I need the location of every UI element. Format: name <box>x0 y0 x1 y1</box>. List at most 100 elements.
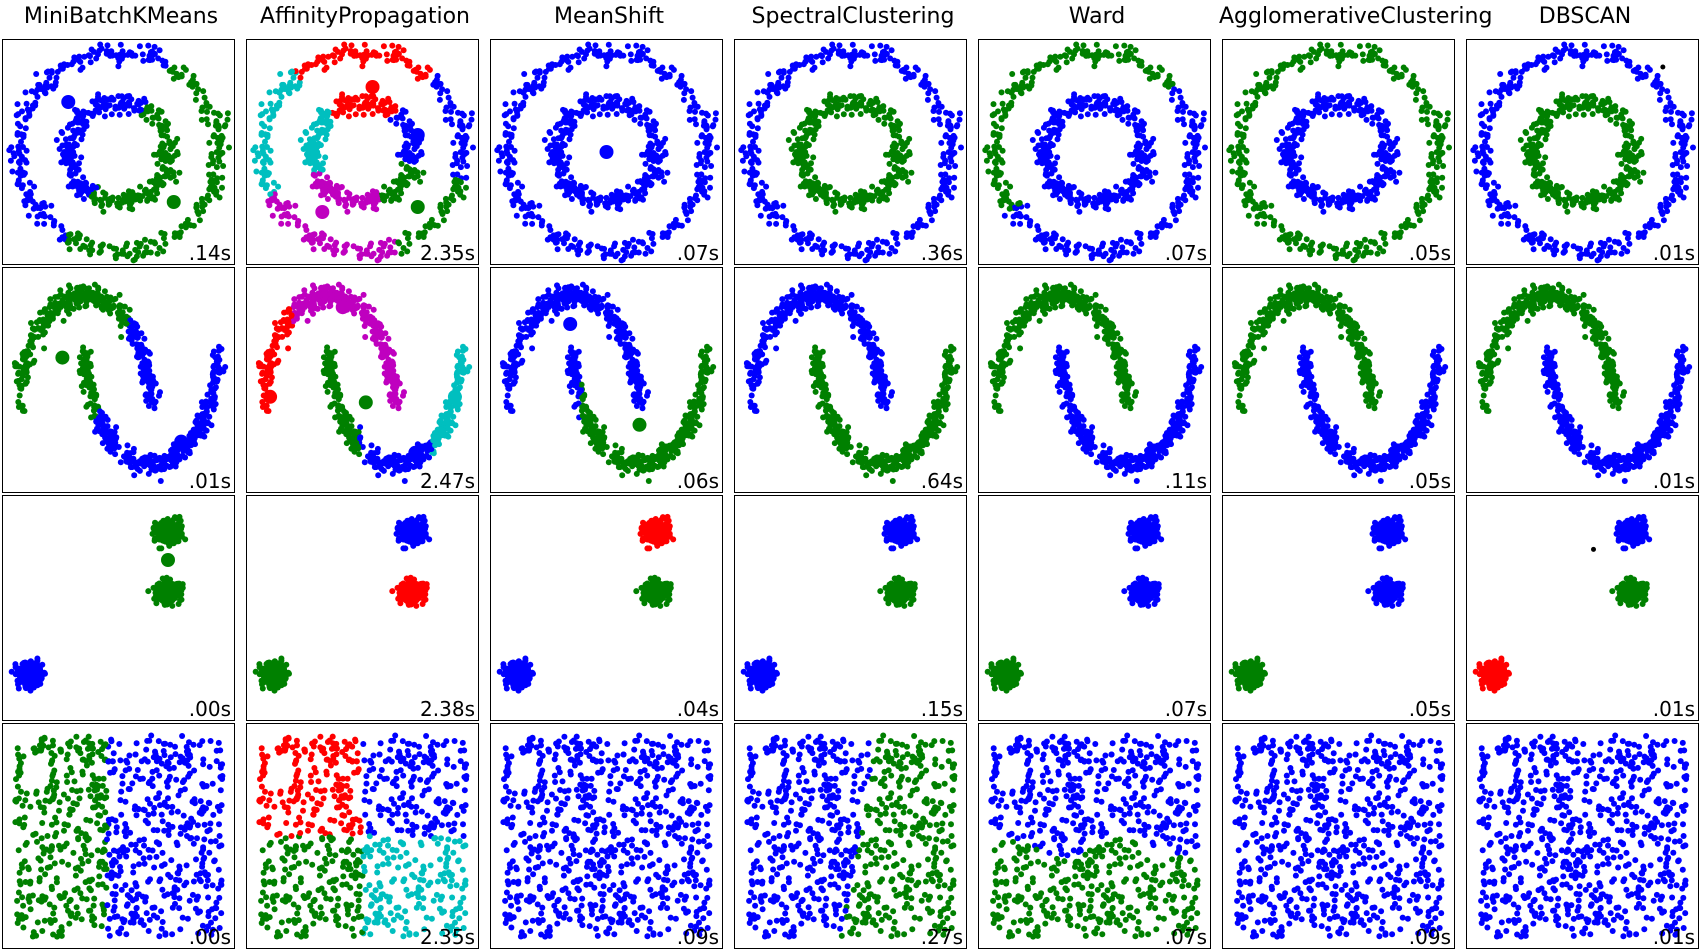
data-point <box>639 43 646 50</box>
data-point <box>156 148 163 155</box>
data-point <box>897 120 903 127</box>
data-point <box>360 111 367 118</box>
data-point <box>1181 192 1187 199</box>
data-point <box>144 196 151 203</box>
data-point <box>1541 246 1548 252</box>
data-point <box>559 54 566 61</box>
data-point <box>591 50 598 57</box>
data-point <box>1111 97 1118 104</box>
data-point <box>1321 113 1328 120</box>
data-point <box>1268 202 1275 209</box>
data-point <box>1683 184 1689 191</box>
data-point <box>1254 220 1261 227</box>
data-point <box>499 153 506 160</box>
data-point <box>766 220 773 227</box>
data-point <box>1425 121 1431 128</box>
data-point <box>25 212 32 219</box>
data-point <box>266 89 273 96</box>
data-point <box>60 62 67 69</box>
data-point <box>535 214 542 221</box>
data-point <box>1345 111 1352 117</box>
data-point <box>1130 250 1137 257</box>
data-point <box>752 144 758 150</box>
data-point <box>597 194 604 201</box>
data-point <box>849 41 856 48</box>
data-point <box>433 83 440 90</box>
data-point <box>1487 147 1494 154</box>
data-point <box>825 97 832 104</box>
data-point <box>266 115 273 122</box>
data-point <box>129 206 136 213</box>
data-point <box>165 120 171 127</box>
data-point <box>1147 64 1154 71</box>
data-point <box>707 174 714 181</box>
data-point <box>1357 240 1364 247</box>
data-point <box>791 227 798 233</box>
data-point <box>1356 43 1363 50</box>
data-point <box>710 122 717 129</box>
data-point <box>812 174 819 181</box>
data-point <box>292 202 299 209</box>
data-point <box>810 136 817 143</box>
data-point <box>1002 179 1009 186</box>
data-point <box>1363 244 1370 251</box>
data-point <box>581 55 588 62</box>
data-point <box>774 90 781 97</box>
data-point <box>208 151 215 157</box>
data-point <box>359 63 366 70</box>
data-point <box>204 108 210 115</box>
data-point <box>1359 51 1366 58</box>
data-point <box>216 144 223 151</box>
data-point <box>694 139 701 146</box>
data-point <box>917 221 924 228</box>
data-point <box>93 97 100 104</box>
data-point <box>791 130 798 136</box>
data-point <box>1244 196 1251 203</box>
data-point <box>1177 201 1184 208</box>
data-point <box>284 210 291 217</box>
data-point <box>278 93 285 100</box>
data-point <box>196 217 203 224</box>
data-point <box>1376 245 1383 251</box>
data-point <box>1231 153 1238 160</box>
data-point <box>888 47 895 54</box>
data-point <box>832 208 839 215</box>
data-point <box>1125 120 1132 127</box>
data-point <box>939 178 946 185</box>
data-point <box>94 102 101 109</box>
data-point <box>1238 138 1244 145</box>
data-point <box>1308 186 1315 193</box>
data-point <box>1279 130 1286 136</box>
data-point <box>1486 89 1493 96</box>
data-point <box>1234 101 1241 108</box>
data-point <box>156 47 163 54</box>
data-point <box>1250 205 1257 212</box>
data-point <box>1229 168 1236 175</box>
data-point <box>72 170 79 177</box>
data-point <box>1053 58 1060 65</box>
data-point <box>178 71 185 78</box>
data-point <box>1341 198 1348 205</box>
data-point <box>592 42 599 49</box>
data-point <box>772 200 779 206</box>
data-point <box>1234 131 1241 138</box>
data-point <box>447 116 454 123</box>
cluster-center <box>410 200 425 214</box>
data-point <box>867 249 874 256</box>
data-point <box>429 221 436 228</box>
data-point <box>894 240 901 247</box>
data-point <box>558 160 565 167</box>
data-point <box>903 64 910 71</box>
data-point <box>304 158 311 165</box>
data-point <box>806 192 813 199</box>
data-point <box>754 125 761 132</box>
data-point <box>693 162 700 168</box>
data-point <box>792 62 799 69</box>
data-point <box>417 178 424 185</box>
data-point <box>7 157 14 164</box>
data-point <box>278 220 285 227</box>
data-point <box>154 250 161 257</box>
data-point <box>586 45 593 52</box>
data-point <box>1363 116 1370 123</box>
data-point <box>655 167 662 173</box>
